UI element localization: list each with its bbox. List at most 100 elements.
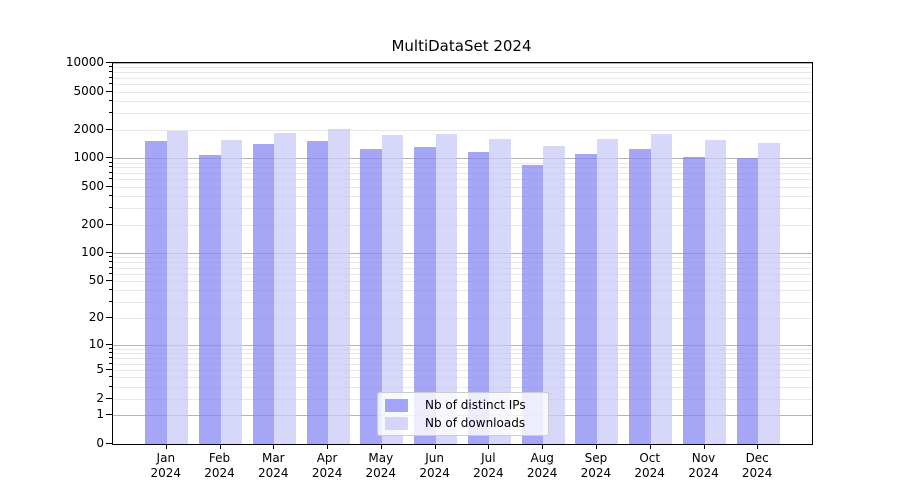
y-tick-label: 0 xyxy=(96,436,104,450)
y-tick-mark-minor xyxy=(109,272,112,274)
grid-line-minor xyxy=(113,91,812,93)
x-tick-mark xyxy=(542,444,544,449)
grid-line-minor xyxy=(113,353,812,355)
grid-line-minor xyxy=(113,358,812,359)
y-tick-label: 2 xyxy=(96,390,104,405)
y-tick-mark-minor xyxy=(109,362,112,364)
x-tick-label: Feb 2024 xyxy=(192,451,248,481)
y-tick-label: 1 xyxy=(96,407,104,422)
grid-line-minor xyxy=(113,290,812,292)
y-tick-mark-minor xyxy=(109,171,112,173)
y-tick-mark-minor xyxy=(109,83,112,85)
x-tick-year: 2024 xyxy=(311,466,343,480)
grid-line-minor xyxy=(113,172,812,174)
grid-line-minor xyxy=(113,301,812,303)
grid-layer xyxy=(113,63,812,444)
x-tick-year: 2024 xyxy=(150,466,182,480)
bar-distinct-ips-aug xyxy=(521,165,544,444)
y-tick-mark-minor xyxy=(109,347,112,349)
y-tick-mark xyxy=(106,252,112,254)
bar-downloads-apr xyxy=(328,128,350,444)
grid-line-minor xyxy=(113,348,812,350)
grid-line-minor xyxy=(113,77,812,79)
x-tick-label: Nov 2024 xyxy=(676,451,732,481)
x-tick-label: Aug 2024 xyxy=(514,451,570,481)
y-tick-mark-minor xyxy=(109,66,112,68)
y-tick-mark xyxy=(106,280,112,282)
x-tick-month: Mar xyxy=(261,451,285,465)
x-tick-label: Oct 2024 xyxy=(622,451,678,481)
y-tick-label: 1000 xyxy=(73,150,104,165)
y-tick-mark xyxy=(106,90,112,92)
bar-downloads-mar xyxy=(274,133,296,444)
x-tick-month: May xyxy=(368,451,394,465)
x-tick-year: 2024 xyxy=(365,466,397,480)
x-tick-month: Aug xyxy=(530,451,554,465)
bar-downloads-may xyxy=(381,135,404,444)
bar-distinct-ips-may xyxy=(360,148,382,444)
x-tick-mark xyxy=(219,444,221,449)
x-tick-month: Jul xyxy=(481,451,496,465)
x-tick-label: Jan 2024 xyxy=(138,451,194,481)
grid-line-major xyxy=(113,63,812,64)
bar-downloads-oct xyxy=(650,134,673,444)
x-tick-mark xyxy=(380,444,382,449)
bar-downloads-sep xyxy=(596,138,619,444)
y-tick-mark-minor xyxy=(109,99,112,101)
bar-distinct-ips-oct xyxy=(629,149,651,444)
bar-downloads-dec xyxy=(758,143,780,444)
x-tick-month: Sep xyxy=(584,451,608,465)
y-tick-mark-minor xyxy=(109,300,112,302)
x-tick-label: Jun 2024 xyxy=(407,451,463,481)
y-tick-mark xyxy=(106,343,112,345)
bar-distinct-ips-apr xyxy=(306,140,329,444)
legend-swatch-downloads xyxy=(385,416,408,430)
y-tick-mark-minor xyxy=(109,206,112,208)
y-tick-mark xyxy=(106,414,112,416)
x-tick-month: Jun xyxy=(425,451,444,465)
bar-distinct-ips-sep xyxy=(575,153,597,444)
x-tick-month: Nov xyxy=(691,451,716,465)
grid-line-minor xyxy=(113,100,812,102)
y-tick-mark-minor xyxy=(109,178,112,180)
x-tick-mark xyxy=(327,444,329,449)
x-tick-label: Jul 2024 xyxy=(460,451,516,481)
y-tick-mark-minor xyxy=(109,76,112,78)
legend-swatch-distinct-ips xyxy=(385,398,408,412)
legend-item-distinct-ips: Nb of distinct IPs xyxy=(385,398,548,413)
grid-line-minor xyxy=(113,262,812,264)
legend-item-downloads: Nb of downloads xyxy=(385,416,548,431)
y-tick-mark-minor xyxy=(109,376,112,378)
y-tick-label: 50 xyxy=(88,273,104,288)
legend-label-distinct-ips: Nb of distinct IPs xyxy=(425,398,526,412)
bar-distinct-ips-jul xyxy=(467,152,490,444)
bar-downloads-jul xyxy=(489,138,511,444)
y-tick-label: 5000 xyxy=(73,83,104,98)
bar-distinct-ips-jan xyxy=(145,140,167,444)
x-tick-year: 2024 xyxy=(741,466,773,480)
grid-line-major xyxy=(113,158,812,160)
grid-line-minor xyxy=(113,207,812,209)
grid-line-minor xyxy=(113,273,812,275)
grid-line-minor xyxy=(113,281,812,283)
x-tick-year: 2024 xyxy=(204,466,235,480)
grid-line-minor xyxy=(113,67,812,69)
x-tick-mark xyxy=(757,444,759,449)
x-tick-year: 2024 xyxy=(526,466,558,480)
bar-downloads-nov xyxy=(704,140,726,444)
x-tick-mark xyxy=(703,444,705,449)
y-tick-mark xyxy=(106,62,112,63)
y-tick-label: 5 xyxy=(96,361,104,376)
chart-title: MultiDataSet 2024 xyxy=(391,37,532,55)
grid-line-minor xyxy=(113,363,812,365)
legend-label-downloads: Nb of downloads xyxy=(425,416,526,430)
x-tick-mark xyxy=(434,444,436,449)
x-tick-month: Apr xyxy=(316,451,338,465)
x-tick-mark xyxy=(595,444,597,449)
y-tick-mark xyxy=(106,128,112,130)
y-tick-mark-minor xyxy=(109,195,112,197)
grid-line-minor xyxy=(113,167,812,169)
grid-line-minor xyxy=(113,377,812,379)
grid-line-minor xyxy=(113,224,812,226)
